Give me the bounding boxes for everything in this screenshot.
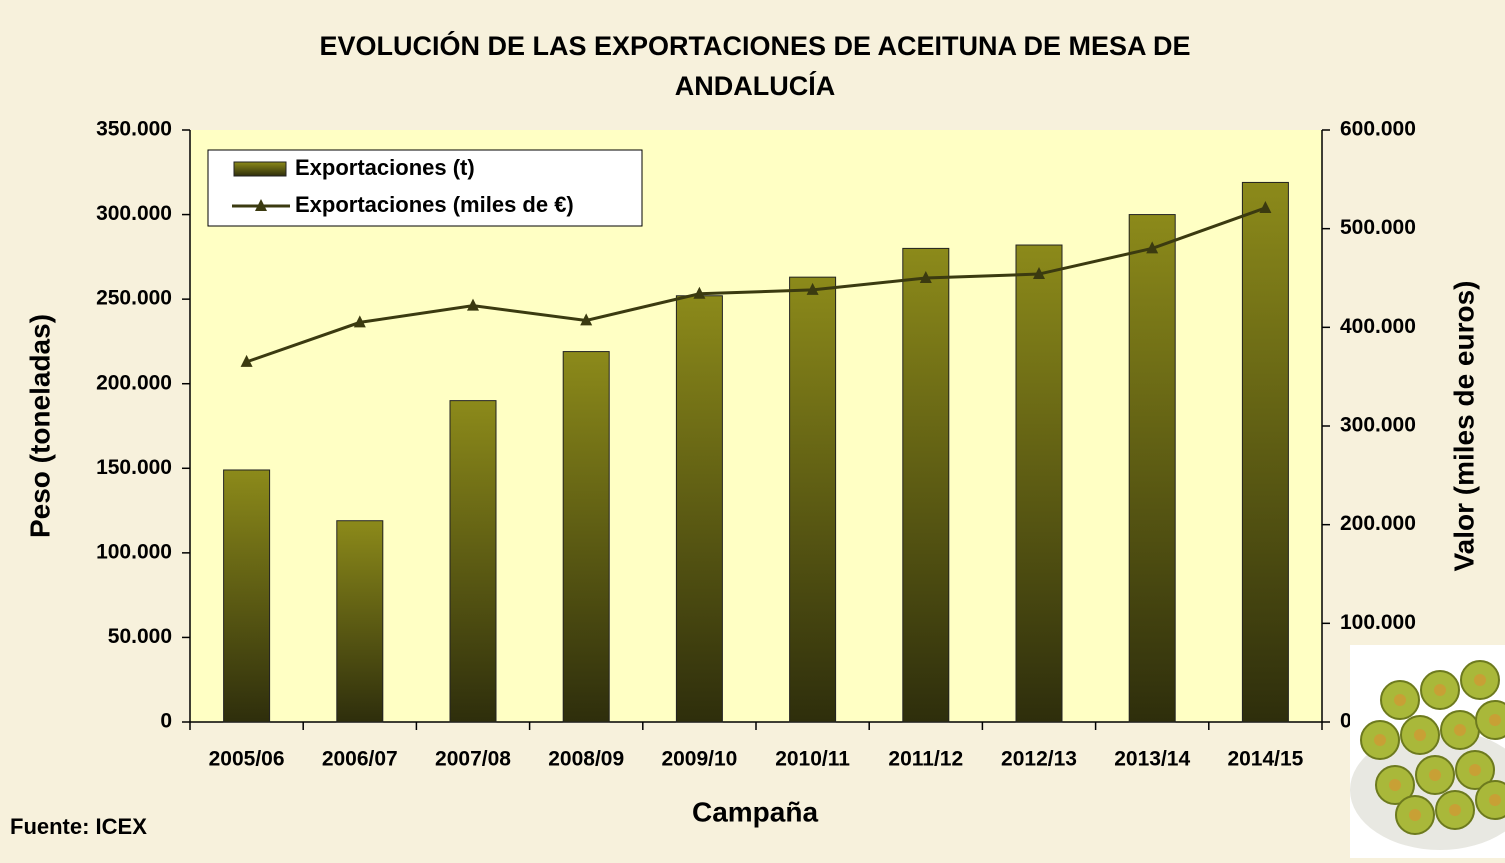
olive-pit	[1394, 694, 1406, 706]
bar	[1015, 244, 1063, 723]
line-marker	[580, 313, 593, 326]
line-marker	[693, 286, 706, 299]
x-tick-label: 2006/07	[322, 748, 398, 771]
line-marker	[919, 271, 932, 283]
y-tick-label: 250.000	[96, 287, 172, 310]
bar	[562, 351, 610, 723]
x-tick-label: 2007/08	[435, 748, 511, 771]
bar	[675, 295, 723, 723]
y2-tick-label: 300.000	[1340, 414, 1416, 437]
x-tick-label: 2008/09	[548, 748, 624, 771]
y-axis-label: Peso (toneladas)	[24, 314, 55, 538]
olive-pit	[1449, 804, 1461, 816]
olive-pit	[1429, 769, 1441, 781]
olive-pit	[1389, 779, 1401, 791]
olive-pit	[1409, 809, 1421, 821]
y2-axis-label: Valor (miles de euros)	[1448, 281, 1479, 572]
x-tick-label: 2011/12	[888, 748, 963, 771]
line-marker	[806, 282, 819, 295]
chart-title: EVOLUCIÓN DE LAS EXPORTACIONES DE ACEITU…	[319, 30, 1190, 101]
y2-tick-label: 100.000	[1340, 611, 1416, 634]
bar	[1241, 181, 1289, 723]
bar	[449, 400, 497, 723]
line-marker	[1146, 241, 1159, 254]
line-marker	[353, 315, 366, 328]
y2-tick-label: 200.000	[1340, 512, 1416, 535]
y-tick-label: 0	[160, 710, 172, 733]
line-marker	[1259, 200, 1272, 213]
y-tick-label: 150.000	[96, 456, 172, 479]
y2-tick-label: 600.000	[1340, 118, 1416, 141]
bar	[789, 276, 837, 723]
line-marker	[240, 354, 253, 367]
line-marker	[467, 298, 479, 311]
legend-label: Exportaciones (miles de €)	[295, 192, 574, 217]
bar	[902, 247, 950, 723]
x-tick-label: 2012/13	[1001, 748, 1077, 771]
y-tick-label: 200.000	[96, 371, 172, 394]
x-tick-label: 2009/10	[661, 748, 737, 771]
y2-tick-label: 400.000	[1340, 315, 1416, 338]
legend-swatch	[233, 161, 287, 177]
olive-pit	[1414, 729, 1426, 741]
olive-pit	[1489, 714, 1501, 726]
x-tick-label: 2013/14	[1114, 748, 1190, 771]
legend-label: Exportaciones (t)	[295, 155, 475, 180]
olive-pit	[1474, 674, 1486, 686]
line-marker	[1033, 267, 1045, 280]
bar	[223, 469, 271, 723]
y2-tick-label: 500.000	[1340, 216, 1416, 239]
y2-tick-label: 0	[1340, 710, 1352, 733]
olive-pit	[1374, 734, 1386, 746]
line	[246, 206, 1266, 364]
legend-marker	[255, 199, 267, 211]
title-line: ANDALUCÍA	[675, 70, 835, 101]
olive-pit	[1434, 684, 1446, 696]
x-tick-label: 2014/15	[1227, 748, 1303, 771]
source-note: Fuente: ICEX	[10, 814, 147, 839]
title-line: EVOLUCIÓN DE LAS EXPORTACIONES DE ACEITU…	[319, 30, 1190, 61]
x-tick-label: 2005/06	[209, 748, 285, 771]
y-tick-label: 100.000	[96, 540, 172, 563]
olive-pit	[1454, 724, 1466, 736]
y-tick-label: 300.000	[96, 202, 172, 225]
x-tick-label: 2010/11	[775, 748, 850, 771]
x-axis-label: Campaña	[692, 796, 818, 827]
legend: Exportaciones (t) Exportaciones (miles de…	[207, 149, 643, 227]
olive-pit	[1469, 764, 1481, 776]
olive-pit	[1489, 794, 1501, 806]
bar	[336, 520, 384, 723]
bar	[1128, 214, 1176, 723]
y-tick-label: 50.000	[108, 625, 172, 648]
y-tick-label: 350.000	[96, 118, 172, 141]
olive-image	[1350, 645, 1505, 858]
